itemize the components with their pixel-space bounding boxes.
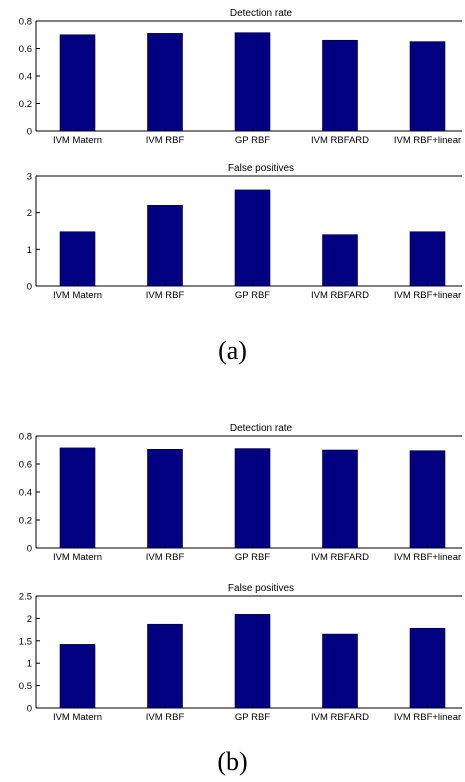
y-tick-label: 0.8 [19,17,32,28]
x-tick-label: IVM RBFARD [311,712,369,723]
x-tick-label: IVM RBF+linear [394,135,461,146]
bar [234,32,271,132]
x-tick-label: IVM RBF [146,135,185,146]
y-tick-label: 2 [27,614,32,625]
y-tick-label: 0.8 [19,432,32,443]
y-tick-label: 0.6 [19,460,32,471]
x-tick-label: IVM RBF [146,712,185,723]
bar [409,627,446,709]
y-tick-label: 3 [27,172,32,183]
y-tick-label: 2.5 [19,592,32,603]
y-tick-label: 2 [27,208,32,219]
chart-title: False positives [228,583,294,594]
bar [409,231,446,287]
x-tick-label: GP RBF [235,290,270,301]
bar [322,633,358,709]
chart-a-false-positives: False positives 0 1 2 3 IVM Matern IVM RBF GP R… [27,163,462,301]
chart-title: False positives [228,163,294,174]
bar [59,644,96,709]
bar [234,614,271,709]
x-tick-label: GP RBF [235,552,270,563]
x-tick-label: IVM RBFARD [311,290,369,301]
bar [147,205,183,287]
x-tick-label: IVM RBFARD [311,135,369,146]
x-tick-label: IVM RBF+linear [394,712,461,723]
x-tick-label: GP RBF [235,712,270,723]
bar [59,231,96,287]
x-tick-label: IVM RBF [146,552,185,563]
bar [147,448,183,549]
x-tick-label: IVM Matern [53,290,102,301]
chart-a-detection-rate: Detection rate 0 0.2 0.4 0.6 0.8 IVM Matern IVM… [19,8,462,146]
x-tick-label: IVM RBFARD [311,552,369,563]
bar [59,34,96,132]
y-tick-label: 0.5 [19,681,32,692]
x-tick-label: IVM RBF+linear [394,552,461,563]
y-tick-label: 0.6 [19,44,32,55]
bar [234,189,271,287]
chart-title: Detection rate [230,423,293,434]
y-tick-label: 0 [27,127,32,138]
panel-b-caption: (b) [217,747,248,776]
y-tick-label: 0.2 [19,516,32,527]
chart-title: Detection rate [230,8,293,19]
y-tick-label: 0 [27,704,32,715]
x-tick-label: IVM RBF [146,290,185,301]
x-tick-label: IVM Matern [53,552,102,563]
y-tick-label: 1 [27,659,32,670]
y-tick-label: 0 [27,282,32,293]
bar [322,449,358,549]
x-tick-label: IVM Matern [53,712,102,723]
y-tick-label: 0 [27,544,32,555]
y-tick-label: 1 [27,245,32,256]
chart-b-detection-rate: Detection rate 0 0.2 0.4 0.6 0.8 IVM Matern IVM… [19,423,462,563]
bar [147,623,183,709]
x-tick-label: GP RBF [235,135,270,146]
bar [147,33,183,132]
bar [234,448,271,549]
panel-a-caption: (a) [218,336,247,365]
x-tick-label: IVM Matern [53,135,102,146]
x-tick-label: IVM RBF+linear [394,290,461,301]
bar [409,450,446,549]
bar [409,41,446,132]
y-tick-label: 1.5 [19,636,32,647]
y-tick-label: 0.2 [19,99,32,110]
bar [59,447,96,549]
y-tick-label: 0.4 [19,72,32,83]
bar [322,39,358,132]
y-tick-label: 0.4 [19,488,32,499]
chart-b-false-positives: False positives 0 0.5 1 1.5 2 2.5 IVM Matern IVM… [19,583,462,723]
bar [322,234,358,287]
